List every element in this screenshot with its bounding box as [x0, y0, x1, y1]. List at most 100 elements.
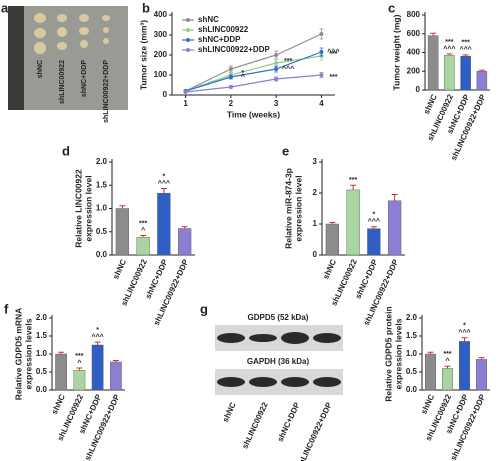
legend-label: shLINC00922+DDP	[198, 45, 270, 54]
point	[274, 61, 279, 65]
error-bar	[140, 234, 147, 238]
bar	[325, 223, 340, 256]
photo-label: shNC	[37, 60, 44, 78]
bar	[136, 237, 150, 256]
y-tick-label: 200	[407, 66, 421, 75]
significance: ^^^	[158, 179, 170, 187]
significance: ^^^	[458, 329, 470, 337]
bar	[157, 192, 171, 256]
error-bar	[370, 226, 377, 229]
panel-letter: d	[62, 143, 70, 158]
error-bar	[461, 337, 468, 342]
y-tick-label: 2.0	[36, 313, 48, 322]
error-bar	[119, 205, 126, 209]
photo-label: shNC+DDP	[81, 60, 88, 97]
error-bar	[427, 351, 434, 354]
category-label: shNC+DDP	[276, 400, 302, 443]
bar	[55, 353, 67, 391]
significance: *	[463, 323, 466, 330]
bar	[442, 368, 453, 391]
y-axis-label: Tumor size (mm³)	[138, 20, 148, 90]
legend-marker	[186, 18, 190, 22]
photo-label: shLINC00922+DDP	[103, 60, 110, 123]
category-label: shLINC00922	[240, 400, 270, 450]
series-line	[185, 33, 322, 92]
significance: ***	[284, 58, 292, 65]
point	[228, 85, 233, 89]
bar	[476, 71, 488, 91]
significance: ^^^	[443, 45, 455, 53]
significance: *	[163, 173, 166, 180]
significance: ***	[329, 51, 337, 58]
y-tick-label: 100	[154, 70, 168, 79]
error-bar	[478, 357, 485, 360]
y-tick-label: 0	[313, 250, 318, 259]
panel-letter: g	[200, 301, 208, 316]
significance: ^^^	[91, 333, 103, 341]
ruler	[8, 6, 24, 110]
error-bar	[329, 221, 336, 224]
point	[183, 90, 188, 94]
series-line	[185, 55, 322, 92]
significance: ^^^	[459, 46, 471, 54]
category-label: shNC	[50, 393, 67, 416]
y-tick-label: 0.5	[406, 367, 418, 376]
y-tick-label: 2.0	[96, 157, 108, 166]
error-bar	[94, 341, 101, 345]
point	[274, 53, 279, 57]
y-tick-label: 1.0	[406, 349, 418, 358]
significance: ^	[77, 359, 81, 367]
category-label: shNC	[111, 258, 128, 281]
x-tick-label: 3	[274, 99, 279, 108]
photo	[8, 6, 128, 110]
significance: ^^^	[327, 48, 339, 56]
error-bar	[462, 54, 469, 57]
bar	[367, 228, 381, 256]
y-axis-label: expression levels	[393, 318, 403, 389]
panel-letter: a	[1, 0, 9, 15]
significance: ^^^	[368, 218, 380, 226]
point	[274, 77, 279, 81]
y-tick-label: 1.0	[96, 204, 108, 213]
significance: ^	[141, 226, 145, 234]
error-bar	[350, 184, 357, 190]
y-axis-label: Relative GDPD5 protein	[383, 306, 393, 401]
bar	[476, 359, 487, 391]
y-tick-label: 400	[407, 48, 421, 57]
y-tick-label: 2	[313, 188, 318, 197]
bar	[346, 189, 360, 256]
y-tick-label: 1.5	[96, 180, 108, 189]
point	[319, 50, 324, 54]
category-label: shNC	[422, 93, 439, 116]
point	[319, 32, 324, 36]
panel-letter: e	[282, 143, 289, 158]
x-axis-label: Time (weeks)	[227, 109, 280, 119]
point	[228, 75, 233, 79]
significance: ^	[445, 357, 449, 365]
significance: ***	[349, 177, 357, 184]
y-tick-label: 800	[407, 10, 421, 19]
bar	[459, 341, 470, 391]
significance: ^^^	[282, 65, 294, 73]
y-tick-label: 2.0	[406, 313, 418, 322]
x-tick-label: 2	[229, 99, 234, 108]
y-axis-label: expression level	[83, 175, 93, 241]
significance: ***	[445, 39, 453, 46]
significance: ^	[241, 73, 245, 81]
y-tick-label: 0.5	[96, 227, 108, 236]
category-label: shNC	[321, 258, 338, 281]
legend-label: shNC+DDP	[198, 35, 241, 44]
significance: *	[241, 70, 244, 77]
series-line	[185, 51, 322, 92]
legend-label: shNC	[198, 15, 219, 24]
y-tick-label: 1.5	[406, 331, 418, 340]
bar	[425, 353, 436, 391]
y-axis-label: Relative GDPD5 mRNA	[13, 308, 23, 401]
y-axis-label: Relative miR-874-3p	[283, 168, 293, 249]
x-tick-label: 4	[319, 99, 324, 108]
y-tick-label: 1	[313, 219, 318, 228]
y-axis-label: Tumor weight (mg)	[391, 14, 401, 90]
point	[228, 67, 233, 71]
y-tick-label: 0	[163, 90, 168, 99]
